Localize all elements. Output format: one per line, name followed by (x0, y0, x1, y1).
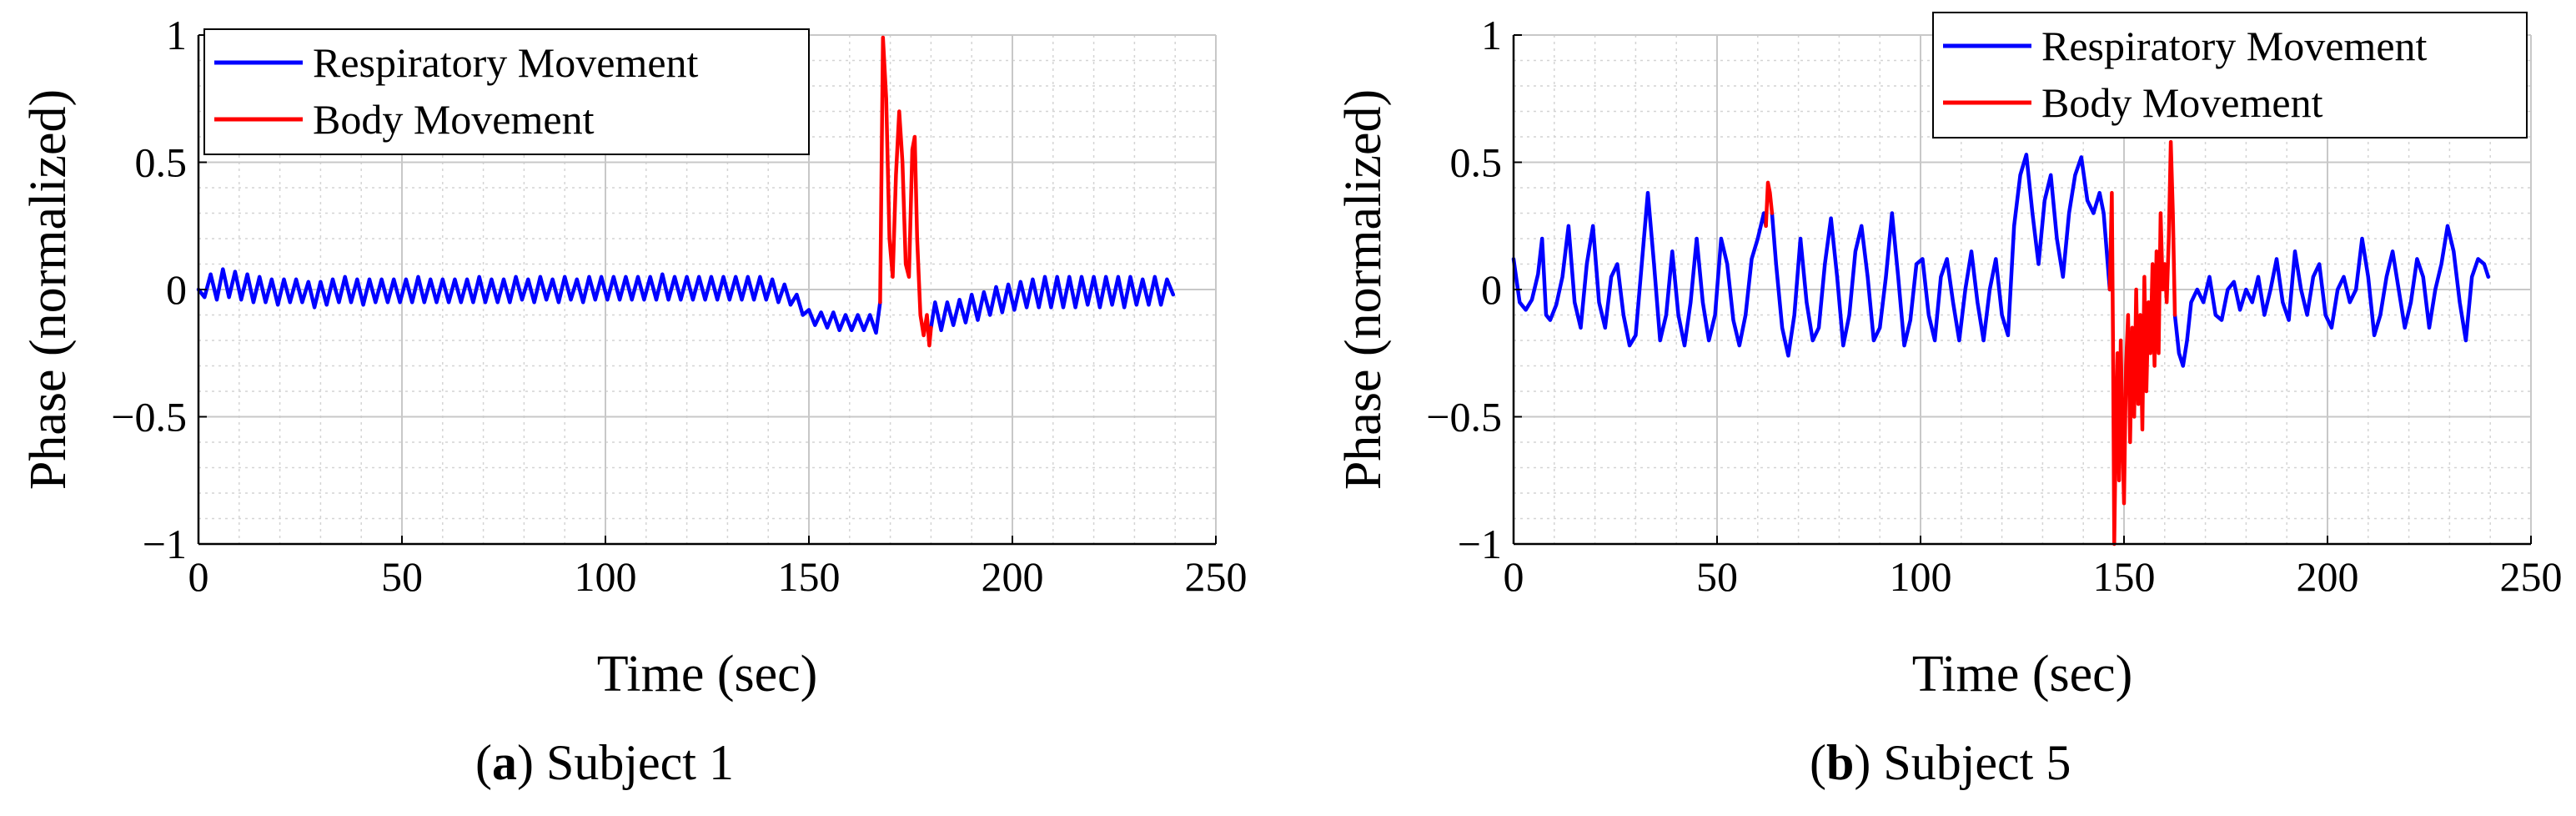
legend-box (203, 28, 810, 155)
x-tick-label: 200 (2297, 553, 2359, 600)
x-tick-label: 50 (381, 553, 423, 600)
legend-label-body-movement: Body Movement (313, 96, 595, 143)
x-tick-label: 0 (1504, 553, 1524, 600)
body-movement-line-segment-0 (1764, 180, 1775, 229)
x-tick-label: 200 (982, 553, 1044, 600)
x-tick-label: 150 (778, 553, 841, 600)
respiratory-line-segment-1 (1770, 153, 2112, 358)
y-tick-label: −1 (143, 521, 187, 567)
respiratory-line-segment-0 (196, 267, 882, 335)
x-axis-title: Time (sec) (597, 646, 818, 703)
body-movement-line-segment-1 (2107, 139, 2177, 547)
x-tick-label: 100 (575, 553, 637, 600)
x-axis-title: Time (sec) (1912, 646, 2133, 703)
x-tick-label: 250 (1185, 553, 1248, 600)
y-tick-label: 0 (166, 266, 187, 313)
y-axis-title: Phase (normalized) (1335, 89, 1392, 490)
x-tick-label: 100 (1890, 553, 1952, 600)
legend-label-respiratory: Respiratory Movement (2041, 23, 2428, 69)
caption-text-b: Subject 5 (1883, 735, 2071, 790)
respiratory-line-segment-2 (2172, 224, 2491, 368)
x-tick-label: 0 (188, 553, 209, 600)
y-tick-label: −0.5 (1426, 394, 1502, 441)
y-axis-title: Phase (normalized) (20, 89, 77, 490)
caption-a: (a) Subject 1 (475, 735, 734, 790)
legend-label-body-movement: Body Movement (2041, 79, 2323, 126)
chart-panel-b: 0 50 100 150 200 250 1 0.5 0 −0.5 −1 Time (sec) Phas… (1335, 12, 2563, 703)
chart-panel-a: 0 50 100 150 200 250 1 0.5 0 −0.5 −1 Time (sec) Phas… (20, 12, 1248, 703)
y-tick-label: −0.5 (111, 394, 187, 441)
y-tick-label: −1 (1458, 521, 1502, 567)
legend-box (1932, 12, 2528, 139)
x-tick-label: 150 (2093, 553, 2156, 600)
caption-letter-b: b (1825, 735, 1855, 790)
y-tick-label: 0 (1481, 266, 1502, 313)
caption-letter-a: a (491, 735, 517, 790)
caption-b: (b) Subject 5 (1810, 735, 2071, 790)
x-tick-label: 250 (2500, 553, 2563, 600)
y-tick-label: 0.5 (1450, 139, 1503, 186)
y-tick-label: 0.5 (135, 139, 188, 186)
legend: Respiratory Movement Body Movement (1932, 12, 2528, 139)
y-tick-label: 1 (1481, 12, 1502, 58)
x-tick-label: 50 (1696, 553, 1738, 600)
caption-text-a: Subject 1 (545, 735, 734, 790)
legend: Respiratory Movement Body Movement (203, 28, 810, 155)
y-tick-label: 1 (166, 12, 187, 58)
legend-label-respiratory: Respiratory Movement (313, 39, 699, 86)
respiratory-line-segment-1 (929, 275, 1176, 333)
respiratory-line-segment-0 (1511, 190, 1768, 348)
body-movement-line-segment-0 (878, 35, 933, 348)
